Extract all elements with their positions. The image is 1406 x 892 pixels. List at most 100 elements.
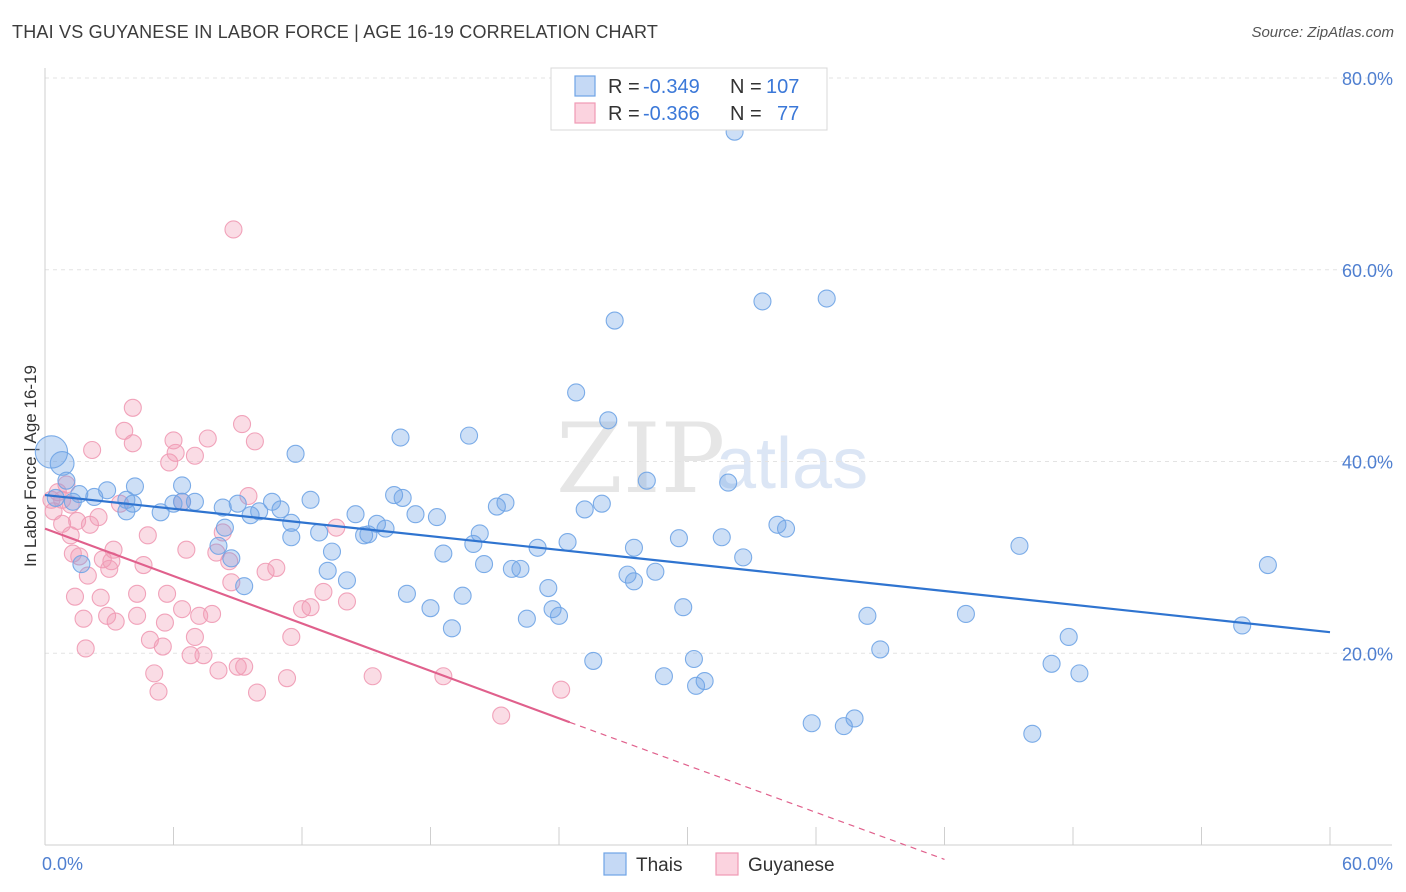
- guyanese-point: [153, 637, 172, 656]
- thais-point: [1070, 664, 1089, 683]
- guyanese-point: [235, 657, 254, 676]
- thais-point: [1023, 724, 1042, 743]
- thais-point: [539, 579, 558, 598]
- thais-point: [712, 528, 731, 547]
- guyanese-point: [89, 508, 108, 527]
- thais-point: [72, 555, 91, 574]
- guyanese-point: [209, 661, 228, 680]
- legend-n-value-guyanese: 77: [777, 103, 799, 125]
- legend-r-value-guyanese: -0.366: [643, 103, 700, 125]
- thais-point: [684, 649, 703, 669]
- thais-point: [654, 667, 673, 686]
- guyanese-point: [314, 582, 333, 601]
- series-guyanese: [42, 220, 571, 725]
- thais-point: [543, 600, 562, 619]
- guyanese-point: [74, 609, 93, 628]
- thais-point: [845, 709, 864, 728]
- guyanese-point: [70, 547, 89, 566]
- thais-point: [487, 497, 506, 516]
- thais-point: [421, 599, 440, 618]
- y-tick-label: 20.0%: [1342, 644, 1393, 664]
- thais-point: [687, 676, 706, 695]
- thais-point: [393, 488, 412, 507]
- thais-point: [549, 606, 569, 625]
- guyanese-point: [166, 443, 185, 462]
- thais-point: [367, 514, 387, 533]
- thais-point: [310, 523, 329, 542]
- guyanese-point: [194, 646, 213, 665]
- thais-point: [222, 549, 241, 568]
- legend-n-label-thais: N =: [730, 76, 762, 98]
- guyanese-point: [115, 421, 134, 440]
- guyanese-point: [177, 540, 196, 559]
- source-label: Source: ZipAtlas.com: [1251, 24, 1394, 41]
- thais-point: [397, 584, 416, 603]
- guyanese-point: [57, 475, 76, 494]
- guyanese-point: [363, 667, 382, 686]
- thais-point: [567, 383, 586, 402]
- guyanese-point: [185, 627, 204, 647]
- guyanese-point: [76, 639, 95, 658]
- x-tick-label-min: 0.0%: [42, 854, 83, 874]
- chart-title: THAI VS GUYANESE IN LABOR FORCE | AGE 16…: [12, 22, 659, 42]
- legend-n-label-guyanese: N =: [730, 103, 762, 125]
- thais-point: [49, 450, 75, 476]
- bottom-legend-swatch-guyanese: [715, 852, 739, 876]
- legend-swatch-guyanese: [574, 102, 596, 124]
- guyanese-point: [181, 646, 200, 665]
- thais-point: [235, 577, 254, 596]
- thais-point: [406, 505, 425, 524]
- thais-point: [776, 519, 796, 538]
- guyanese-point: [123, 398, 142, 417]
- watermark: ZIP atlas: [556, 403, 868, 515]
- trend-line-guyanese-extrapolated: [569, 721, 945, 860]
- bottom-legend-swatch-thais: [603, 852, 627, 876]
- thais-point: [322, 542, 342, 561]
- thais-point: [98, 481, 117, 500]
- series-thais: [34, 122, 1277, 743]
- thais-point: [558, 532, 577, 552]
- x-tick-labels: 0.0% 60.0%: [42, 854, 1393, 874]
- thais-point: [496, 493, 515, 512]
- y-tick-label: 80.0%: [1342, 69, 1393, 89]
- thais-point: [599, 411, 618, 430]
- thais-point: [592, 494, 611, 513]
- thais-point: [646, 562, 665, 581]
- legend-box: R = -0.349 N = 107 R = -0.366 N = 77: [550, 67, 828, 131]
- thais-point: [1010, 536, 1029, 555]
- thais-point: [817, 289, 836, 308]
- legend-swatch-thais: [574, 75, 596, 97]
- thais-point: [624, 572, 644, 591]
- guyanese-point: [160, 453, 179, 472]
- thais-point: [802, 714, 821, 733]
- guyanese-point: [198, 429, 217, 448]
- legend-r-label-thais: R =: [608, 76, 640, 98]
- thais-point: [624, 538, 644, 557]
- thais-point: [618, 565, 637, 584]
- thais-point: [695, 672, 714, 691]
- guyanese-point: [220, 552, 239, 571]
- legend-n-value-thais: 107: [766, 76, 799, 98]
- guyanese-point: [83, 440, 102, 460]
- guyanese-point: [185, 446, 204, 465]
- thais-point: [301, 490, 320, 509]
- thais-point: [734, 548, 753, 567]
- thais-point: [637, 471, 656, 490]
- y-tick-label: 40.0%: [1342, 453, 1393, 473]
- guyanese-point: [492, 706, 511, 725]
- thais-point: [453, 586, 472, 605]
- legend-r-label-guyanese: R =: [608, 103, 640, 125]
- guyanese-point: [301, 598, 320, 617]
- thais-point: [209, 536, 228, 555]
- bottom-legend-guyanese: Guyanese: [748, 855, 835, 876]
- thais-point: [1258, 555, 1277, 575]
- trend-lines: [44, 493, 1331, 860]
- thais-point: [434, 544, 453, 563]
- guyanese-point: [155, 613, 174, 632]
- guyanese-point: [91, 588, 110, 607]
- guyanese-point: [267, 558, 286, 577]
- thais-point: [215, 518, 234, 537]
- thais-point: [213, 498, 232, 517]
- bottom-legend: Thais Guyanese: [603, 852, 835, 876]
- thais-point: [250, 502, 269, 521]
